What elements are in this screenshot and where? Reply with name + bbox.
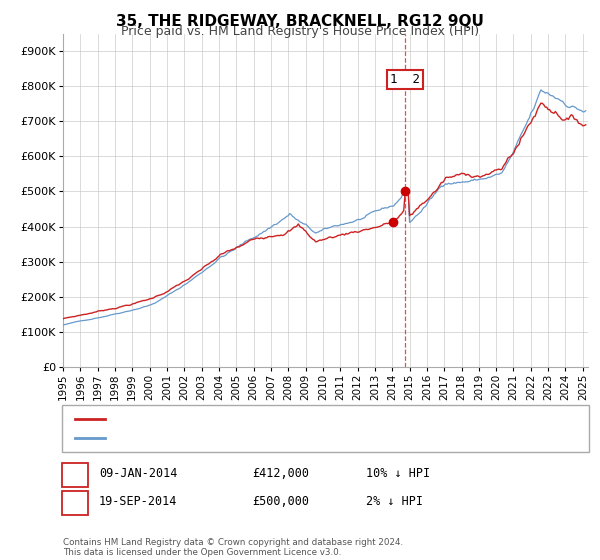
Text: 19-SEP-2014: 19-SEP-2014	[99, 494, 178, 508]
Text: 10% ↓ HPI: 10% ↓ HPI	[366, 466, 430, 480]
Text: 09-JAN-2014: 09-JAN-2014	[99, 466, 178, 480]
Text: 35, THE RIDGEWAY, BRACKNELL, RG12 9QU: 35, THE RIDGEWAY, BRACKNELL, RG12 9QU	[116, 14, 484, 29]
Text: HPI: Average price, detached house, Bracknell Forest: HPI: Average price, detached house, Brac…	[111, 433, 388, 444]
Text: 2% ↓ HPI: 2% ↓ HPI	[366, 494, 423, 508]
Text: 35, THE RIDGEWAY, BRACKNELL, RG12 9QU (detached house): 35, THE RIDGEWAY, BRACKNELL, RG12 9QU (d…	[111, 413, 433, 423]
Text: £412,000: £412,000	[252, 466, 309, 480]
Text: 2: 2	[71, 494, 79, 508]
Text: Price paid vs. HM Land Registry's House Price Index (HPI): Price paid vs. HM Land Registry's House …	[121, 25, 479, 38]
Text: 1  2: 1 2	[389, 73, 419, 86]
Text: £500,000: £500,000	[252, 494, 309, 508]
Text: Contains HM Land Registry data © Crown copyright and database right 2024.
This d: Contains HM Land Registry data © Crown c…	[63, 538, 403, 557]
Text: 1: 1	[71, 466, 79, 480]
